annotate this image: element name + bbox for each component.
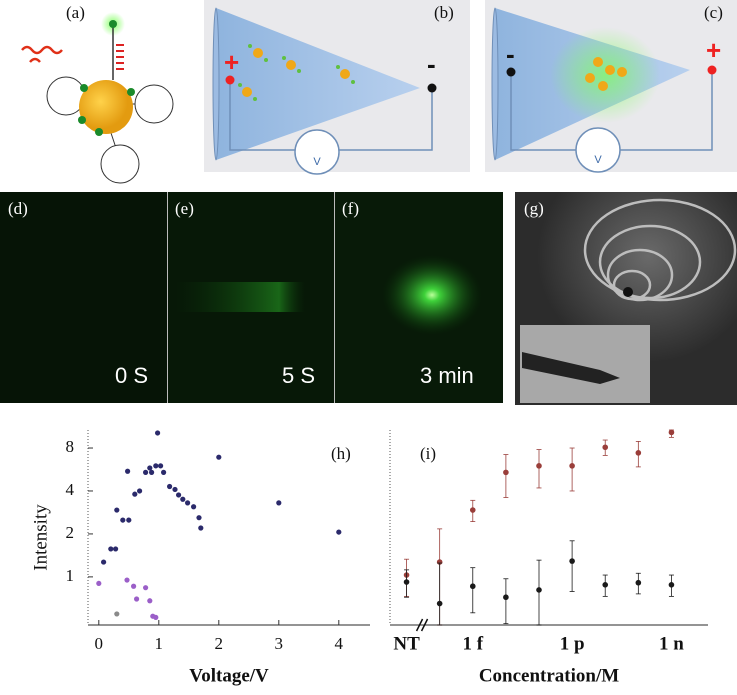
panel-g: (g) — [515, 192, 737, 405]
panel-c: (c) - + V — [485, 0, 737, 173]
point — [180, 496, 186, 502]
x-tick-label: 1 f — [462, 633, 483, 654]
point — [436, 600, 443, 607]
point — [126, 517, 132, 523]
point — [191, 504, 197, 510]
point — [124, 577, 130, 583]
point — [143, 469, 149, 475]
point — [120, 517, 126, 523]
point — [503, 594, 509, 601]
x-tick-label: 3 — [275, 634, 284, 653]
panel-b: (b) + - V — [204, 0, 470, 175]
point — [503, 469, 509, 476]
point — [336, 529, 342, 535]
point — [469, 507, 476, 513]
y-tick-label: 8 — [66, 437, 75, 456]
x-tick-label: 2 — [215, 634, 224, 653]
sign: - — [427, 49, 436, 79]
point — [158, 463, 164, 469]
panel-label: (b) — [434, 3, 454, 22]
panel-label: (f) — [342, 199, 359, 218]
point — [132, 491, 138, 497]
point — [147, 465, 153, 471]
point — [96, 580, 102, 587]
x-tick-label: NT — [393, 633, 420, 654]
point — [101, 559, 107, 565]
image-caption: 5 S — [282, 363, 315, 388]
point — [143, 585, 149, 591]
point — [569, 463, 575, 469]
point — [176, 492, 182, 498]
point — [147, 598, 153, 604]
sign: + — [706, 35, 721, 65]
x-tick-label: 1 p — [560, 633, 585, 654]
x-tick-label: 4 — [335, 634, 344, 653]
point — [134, 596, 140, 602]
panel-label: (c) — [704, 3, 723, 22]
x-tick-label: 0 — [95, 634, 104, 653]
point — [167, 483, 173, 490]
image-caption: 0 S — [115, 363, 148, 388]
panel-a: (a) — [21, 3, 174, 184]
point — [114, 611, 120, 617]
point — [403, 579, 410, 585]
panel-label: (i) — [420, 444, 436, 463]
point — [536, 587, 542, 593]
point — [602, 582, 609, 588]
fluorescence-images: (d) (e) (f) 0 S 5 S 3 min — [0, 192, 503, 403]
point — [161, 469, 167, 475]
meter-label: V — [313, 156, 321, 168]
point — [131, 583, 137, 589]
point — [469, 583, 476, 590]
sign: + — [224, 47, 239, 77]
x-axis-label: Voltage/V — [189, 665, 269, 686]
image-caption: 3 min — [420, 363, 474, 388]
point — [172, 486, 178, 493]
point — [436, 559, 443, 565]
point — [149, 469, 155, 475]
point — [602, 444, 609, 451]
point — [153, 614, 159, 621]
y-tick-label: 4 — [66, 480, 75, 499]
y-axis-label: Intensity — [30, 504, 51, 571]
y-tick-label: 2 — [66, 523, 75, 542]
x-tick-label: 1 n — [659, 633, 684, 654]
point — [668, 582, 675, 588]
point — [196, 515, 202, 521]
x-tick-label: 1 — [155, 634, 164, 653]
point — [113, 546, 119, 552]
point — [668, 429, 675, 436]
panel-label: (d) — [8, 199, 28, 218]
point — [198, 525, 204, 531]
point — [216, 454, 222, 460]
panel-label: (a) — [66, 3, 85, 22]
point — [635, 579, 642, 586]
panel-label: (e) — [175, 199, 194, 218]
point — [108, 546, 114, 552]
point — [137, 488, 143, 494]
point — [125, 468, 131, 474]
point — [185, 500, 191, 506]
y-tick-label: 1 — [66, 566, 75, 585]
meter-label: V — [594, 154, 602, 166]
point — [155, 430, 161, 436]
panel-label: (h) — [331, 444, 351, 463]
panel-label: (g) — [524, 199, 544, 218]
sign: - — [506, 39, 515, 69]
point — [569, 558, 575, 564]
point — [276, 500, 282, 506]
point — [536, 463, 542, 469]
axis-break — [415, 618, 429, 632]
point — [114, 507, 120, 513]
point — [153, 463, 159, 469]
point — [635, 450, 642, 456]
x-axis-label: Concentration/M — [479, 665, 619, 686]
